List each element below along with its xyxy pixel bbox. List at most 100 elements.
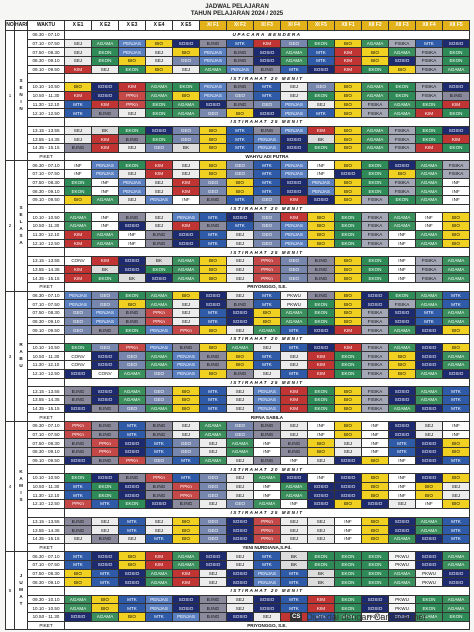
break-note: ISTIRAHAT 25 MENIT	[64, 377, 470, 388]
break-note: ISTIRAHAT 20 MENIT	[64, 586, 470, 596]
subject-cell: INF	[91, 186, 119, 197]
subject-cell: BIO	[334, 195, 362, 205]
subject-cell: AGAMA	[442, 316, 470, 327]
day-number: 2	[5, 160, 15, 292]
subject-cell: SOSIO	[442, 577, 470, 587]
subject-cell: SEJ	[253, 368, 281, 379]
subject-cell: BIO	[172, 290, 200, 301]
header-row: NO HARI WAKTU X E1 X E2 X E3 X E4 X E5 XI F1 XI F…	[5, 20, 470, 31]
day-number: 3	[5, 290, 15, 422]
subject-cell: KIM	[280, 212, 308, 223]
subject-cell: BIO	[334, 264, 362, 275]
subject-cell: AGAMA	[145, 82, 173, 92]
subject-cell: MTK	[307, 47, 335, 58]
subject-cell: INF	[442, 429, 470, 440]
subject-cell: BIO	[334, 308, 362, 318]
subject-cell: PKWU	[280, 290, 308, 301]
subject-cell: PENJAS	[280, 169, 308, 179]
subject-cell: KIM	[172, 568, 200, 579]
subject-cell: BIO	[442, 221, 470, 231]
subject-cell: MTK	[226, 125, 254, 136]
subject-cell: GEO	[172, 125, 200, 136]
subject-cell: AGAMA	[253, 499, 281, 509]
time-slot: 12.10 - 12.50	[27, 238, 65, 249]
subtitle: TAHUN PELAJARAN 2024 / 2025	[190, 11, 284, 17]
subject-cell: SEJ	[280, 420, 308, 431]
subject-cell: GEO	[199, 481, 227, 492]
subject-cell: AGAMA	[442, 308, 470, 318]
subject-cell: BIO	[334, 160, 362, 170]
subject-cell: PPKn	[253, 533, 281, 544]
time-slot: 06.30 - 07.10	[27, 551, 65, 561]
subject-cell: AGAMA	[415, 229, 443, 240]
subject-cell: BIO	[388, 64, 416, 75]
subject-cell: GEO	[145, 455, 173, 466]
subject-cell: BIO	[226, 351, 254, 362]
subject-cell: SEJ	[145, 47, 173, 58]
subject-cell: AGAMA	[280, 56, 308, 66]
subject-cell: EKON	[91, 490, 119, 501]
subject-cell: SOSIO	[172, 594, 200, 605]
subject-cell: PPKn	[145, 473, 173, 483]
subject-cell: MTK	[307, 56, 335, 66]
subject-cell: AGAMA	[145, 299, 173, 309]
schedule-row: 14.35 - 15.15 SOSIO B.ING GEO AGAMA BIO MTK SEJ…	[6, 403, 470, 414]
subject-cell: SOSIO	[388, 308, 416, 318]
subject-cell: MTK	[145, 533, 173, 544]
subject-cell: EKON	[361, 559, 389, 570]
subject-cell: AGAMA	[172, 273, 200, 283]
subject-cell: INF	[442, 420, 470, 431]
subject-cell: GEO	[280, 255, 308, 266]
subject-cell: EKON	[388, 82, 416, 92]
piket-name: PRIYONGGO, S.E.	[64, 281, 470, 292]
subject-cell: FISIKA	[415, 56, 443, 66]
subject-cell: BIO	[91, 603, 119, 614]
subject-cell: PENJAS	[199, 47, 227, 58]
subject-cell: PPKn	[118, 99, 146, 110]
subject-cell: MTK	[280, 325, 308, 336]
subject-cell: SEJ	[226, 290, 254, 301]
schedule-row: 09.30 - 10.10 AGAMA BIO MTK PENJAS SOSIO B.ING…	[6, 594, 470, 605]
schedule-row: 10.10 - 10.50 EKON SOSIO B.ING PPKn MTK GEO SEJ…	[6, 473, 470, 483]
column-header: X E2	[91, 20, 119, 31]
break-note: ISTIRAHAT 20 MENIT	[64, 73, 470, 84]
subject-cell: PENJAS	[172, 351, 200, 362]
subject-cell: SOSIO	[415, 473, 443, 483]
subject-cell: BIO	[334, 420, 362, 431]
schedule-row: 13.15 - 13.55 B.ING SOSIO AGAMA GEO BIO MTK SEJ…	[6, 386, 470, 396]
time-slot: 07.10 - 07.50	[27, 38, 65, 49]
subject-cell: BIO	[361, 516, 389, 527]
subject-cell: MTK	[226, 195, 254, 205]
subject-cell: SEJ	[226, 551, 254, 561]
subject-cell: MTK	[253, 169, 281, 179]
subject-cell: SOSIO	[253, 594, 281, 605]
subject-cell: FISIKA	[388, 177, 416, 188]
subject-cell: SOSIO	[91, 386, 119, 396]
subject-cell: PPKn	[118, 342, 146, 353]
subject-cell: MTK	[253, 82, 281, 92]
subject-cell: AGAMA	[253, 325, 281, 336]
subject-cell: FISIKA	[361, 360, 389, 370]
subject-cell: PENJAS	[307, 177, 335, 188]
subject-cell: SEJ	[199, 438, 227, 448]
schedule-row: 12.10 - 12.50 SOSIO CONV AGAMA GEO PENJAS BIO B…	[6, 368, 470, 379]
subject-cell: BIO	[415, 490, 443, 501]
subject-cell: AGAMA	[361, 142, 389, 153]
subject-cell: GEO	[280, 264, 308, 275]
subject-cell: SOSIO	[118, 568, 146, 579]
subject-cell: KIM	[334, 342, 362, 353]
subject-cell: AGAMA	[64, 221, 92, 231]
subject-cell: MTK	[199, 316, 227, 327]
subject-cell: SOSIO	[388, 420, 416, 431]
subject-cell: PENJAS	[253, 386, 281, 396]
subject-cell: B.ING	[307, 264, 335, 275]
subject-cell: AGAMA	[415, 186, 443, 197]
column-header: XI F2	[226, 20, 254, 31]
subject-cell: EKON	[361, 568, 389, 579]
subject-cell: AGAMA	[361, 38, 389, 49]
subject-cell: KIM	[253, 38, 281, 49]
subject-cell: INF	[415, 499, 443, 509]
subject-cell: SOSIO	[226, 516, 254, 527]
subject-cell: EKON	[388, 90, 416, 101]
